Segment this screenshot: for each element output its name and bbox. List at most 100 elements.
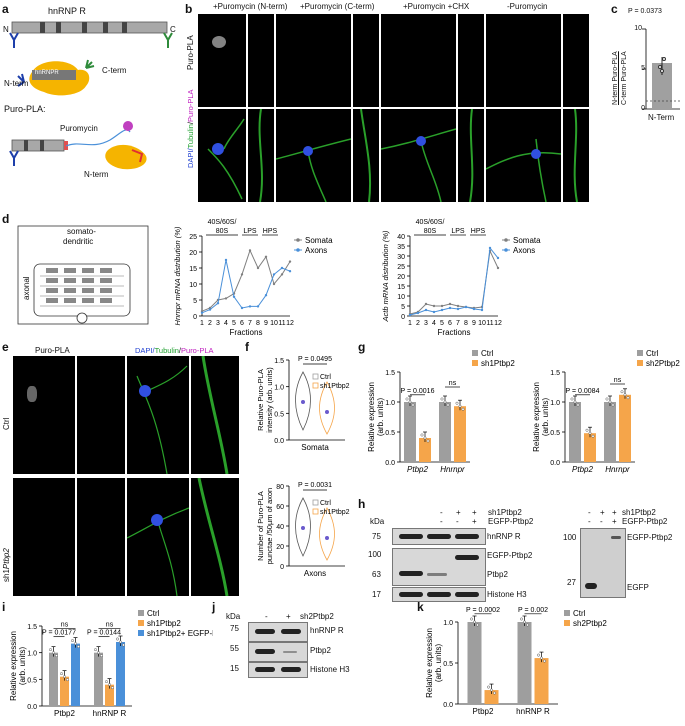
data-point	[464, 305, 468, 309]
protein-label: hnRNP R	[48, 6, 86, 16]
category-label: hnRNP R	[516, 707, 550, 716]
dendritic-label: dendritic	[63, 237, 94, 246]
bar-c	[652, 63, 672, 109]
x-tick-label: 2	[416, 320, 420, 327]
data-point	[280, 266, 284, 270]
legend-label: sh1Ptbp2	[320, 383, 350, 390]
bar	[105, 684, 114, 706]
bar	[584, 433, 596, 462]
x-tick-label: 7	[248, 320, 252, 327]
panel-letter-j: j	[212, 600, 216, 614]
data-point	[487, 685, 490, 689]
data-point	[543, 659, 546, 663]
row-label-merge: DAPI/Tubulin/Puro-PLA	[186, 89, 195, 168]
y-tick-label: 1.0	[443, 620, 453, 627]
sig-label: ns	[614, 377, 622, 384]
data-point	[626, 396, 630, 400]
j-blot-ptbp2	[248, 642, 308, 662]
data-point	[97, 651, 100, 655]
j-row-ptbp2: Ptbp2	[310, 646, 331, 655]
y-tick-label: 25	[189, 234, 197, 241]
data-point	[116, 637, 119, 641]
data-point	[66, 678, 69, 682]
data-point	[216, 302, 220, 305]
y-tick-label: 20	[189, 250, 197, 257]
data-point	[432, 304, 436, 308]
y-axis-label: intensity (arb. units)	[265, 367, 274, 433]
img-b-merge-3	[381, 109, 456, 202]
bar	[94, 652, 103, 706]
h-mw-63: 63	[372, 570, 381, 579]
e-row-sh1: sh1Ptbp2	[2, 548, 11, 582]
x-axis-label: Somata	[301, 443, 329, 452]
condition-3: +Puromycin +CHX	[403, 2, 470, 11]
y-tick-label: 1.5	[550, 370, 560, 377]
h-right-egfp: EGFP	[627, 583, 649, 592]
data-point	[111, 686, 114, 690]
data-point	[224, 297, 228, 300]
y-axis-label: (arb. units)	[376, 398, 385, 437]
data-point	[423, 436, 427, 440]
x-tick-label: 2	[208, 320, 212, 327]
series-line-axons	[201, 259, 291, 314]
panel-letter-f: f	[245, 340, 249, 354]
data-point	[408, 400, 412, 404]
y-tick-label: 0.5	[443, 661, 453, 668]
h-sign-sh1-3: +	[472, 508, 477, 517]
img-b-merge-2-zoom	[353, 109, 379, 202]
y-axis-label: (arb. units)	[434, 644, 443, 683]
data-point	[520, 617, 523, 621]
data-point	[248, 305, 252, 308]
mean-ctrl	[301, 400, 305, 404]
legend-marker	[296, 248, 300, 252]
j-row-hnrnpr: hnRNP R	[310, 626, 344, 635]
data-point	[480, 308, 484, 312]
j-mw-15: 15	[230, 664, 239, 673]
somato-label: somato-	[67, 227, 96, 236]
x-tick-label: 11	[486, 320, 493, 327]
y-tick-label: 1.0	[550, 400, 560, 407]
e-row-ctrl: Ctrl	[2, 417, 11, 430]
j-mw-75: 75	[230, 624, 239, 633]
y-tick-label: 60	[276, 504, 284, 511]
y-tick-label: 0.5	[27, 677, 37, 684]
y-axis-label: (arb. units)	[18, 647, 27, 686]
bar	[534, 658, 549, 704]
sig-label: P = 0.0031	[298, 482, 332, 489]
y-tick-label: 0.0	[27, 704, 37, 711]
legend-label: sh2Ptbp2	[646, 359, 680, 368]
data-point	[591, 434, 595, 438]
data-point	[488, 246, 492, 250]
legend-label: Ctrl	[646, 349, 659, 358]
data-point	[411, 403, 415, 407]
legend-label: Somata	[305, 236, 333, 245]
legend-label: Ctrl	[147, 609, 160, 618]
legend-label: sh1Ptbp2	[481, 359, 515, 368]
y-tick-label: 1.5	[385, 370, 395, 377]
sig-label: ns	[61, 622, 69, 629]
y-tick-label: 0	[193, 314, 197, 321]
y-tick-label: 5	[193, 298, 197, 305]
condition-4: -Puromycin	[507, 2, 548, 11]
chart-g-right: 0.0 0.5 1.0 1.5 Ptbp2 Hnrnpr Relative expressi…	[532, 349, 680, 474]
data-point	[576, 403, 580, 407]
puropla-label: Puro-PLA:	[4, 104, 46, 114]
x-tick-label: 4	[224, 320, 228, 327]
y-axis-label: punctae /50µm of axon	[265, 488, 274, 564]
x-tick-label: 1	[408, 320, 412, 327]
img-b-pla-1	[198, 14, 246, 107]
legend-swatch	[138, 610, 144, 616]
y-tick-label: 1.5	[27, 624, 37, 631]
y-tick-label: 1.0	[274, 385, 284, 392]
sig-label: P = 0.0002	[466, 607, 500, 614]
img-b-merge-1-zoom	[248, 109, 274, 202]
bar	[49, 652, 58, 706]
category-label: Hnrnpr	[605, 465, 630, 474]
j-sign-1: -	[265, 612, 268, 621]
data-point	[588, 431, 592, 435]
j-blot-histone	[248, 662, 308, 678]
h-right-egfpptbp2: EGFP-Ptbp2	[627, 533, 673, 542]
category-label: Hnrnpr	[440, 465, 465, 474]
